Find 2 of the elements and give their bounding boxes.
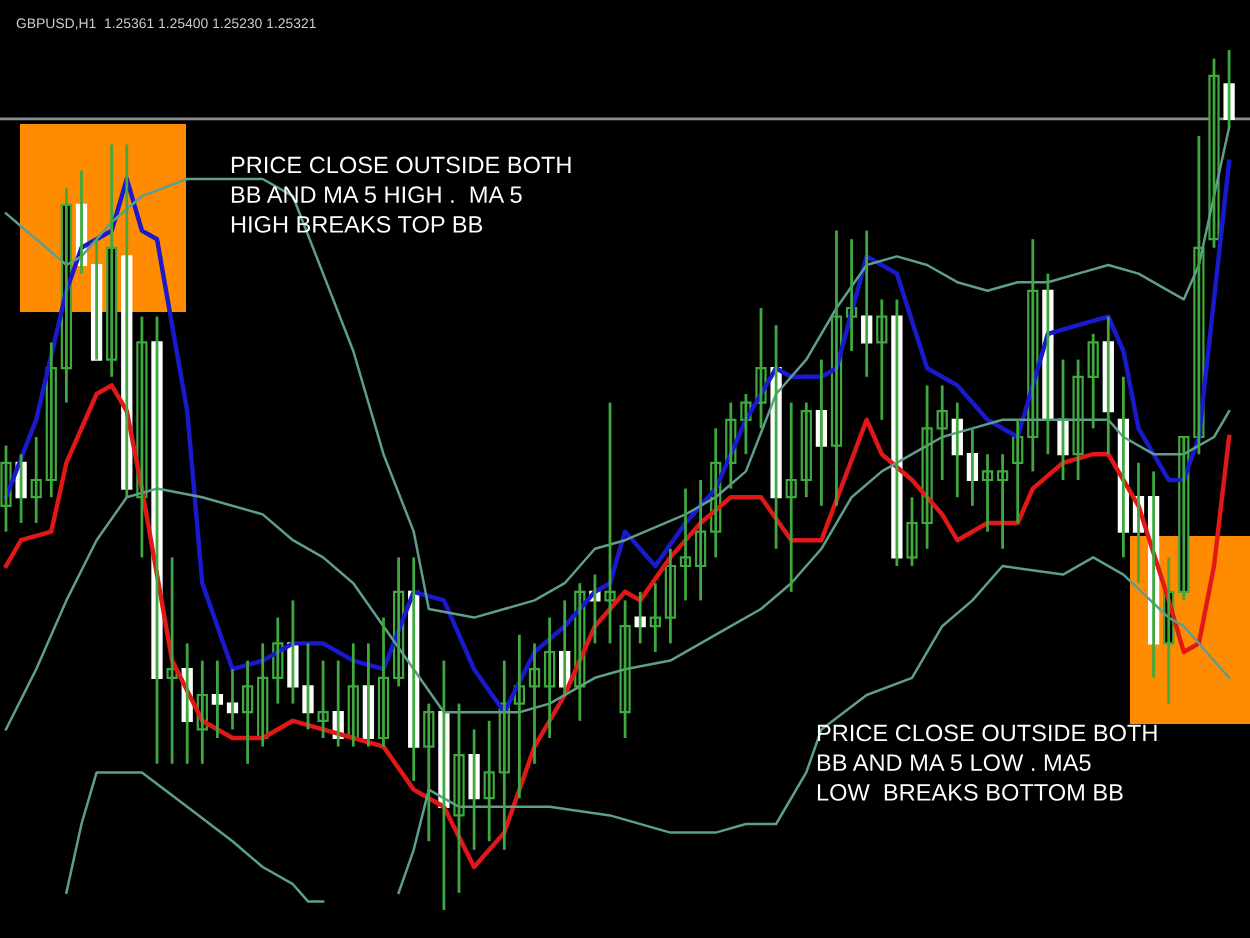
candlestick [317,659,329,740]
candlestick [604,401,616,645]
